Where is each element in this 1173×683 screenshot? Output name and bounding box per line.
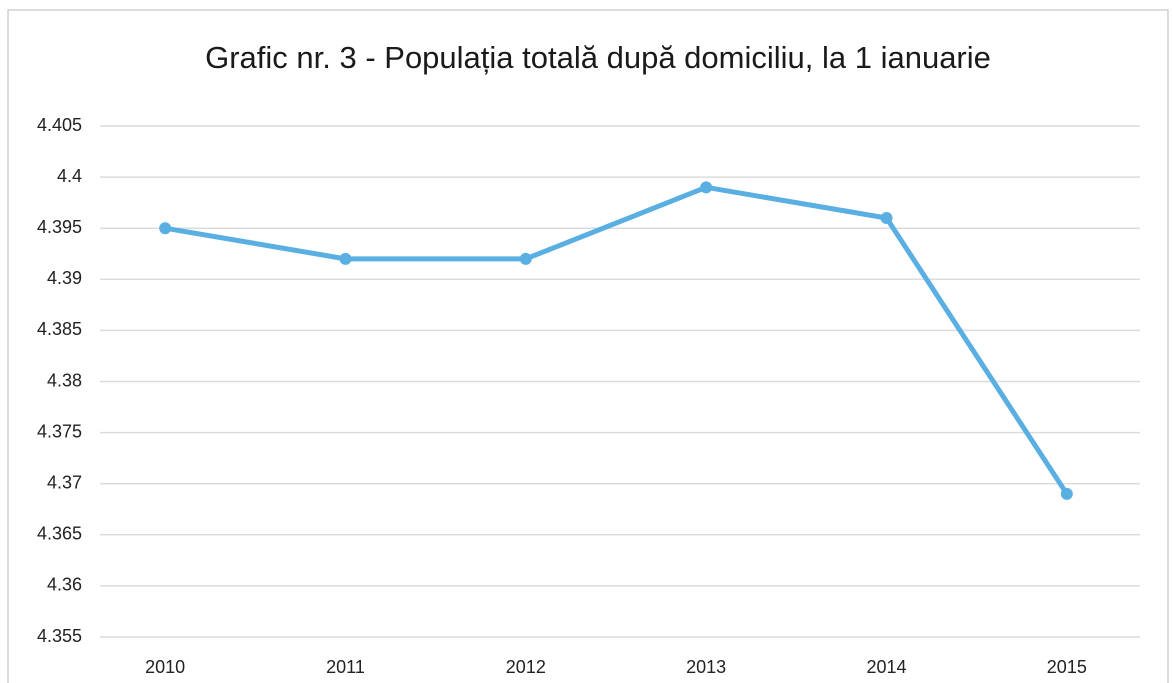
point (700, 181, 713, 194)
y-tick-label: 4.395 (37, 217, 82, 237)
point (339, 252, 352, 265)
point (1060, 487, 1073, 500)
x-tick-label: 2014 (866, 657, 906, 677)
point (159, 222, 172, 235)
y-tick-label: 4.355 (37, 626, 82, 646)
x-tick-label: 2012 (506, 657, 546, 677)
y-tick-label: 4.365 (37, 524, 82, 544)
y-tick-label: 4.37 (47, 472, 82, 492)
x-tick-label: 2011 (326, 657, 365, 677)
point (880, 211, 893, 224)
y-tick-label: 4.385 (37, 319, 82, 339)
y-tick-label: 4.36 (47, 575, 82, 595)
y-tick-label: 4.4 (57, 166, 82, 186)
x-tick-label: 2015 (1047, 657, 1087, 677)
x-tick-label: 2013 (686, 657, 726, 677)
chart-title: Grafic nr. 3 - Populația totală după dom… (205, 40, 991, 75)
line (164, 184, 1069, 496)
y-tick-label: 4.405 (37, 115, 82, 135)
x-tick-label: 2010 (145, 657, 185, 677)
y-tick-label: 4.375 (37, 421, 82, 441)
y-tick-label: 4.38 (47, 370, 82, 390)
y-tick-label: 4.39 (47, 268, 82, 288)
point (519, 252, 532, 265)
chart-border (7, 9, 1169, 683)
